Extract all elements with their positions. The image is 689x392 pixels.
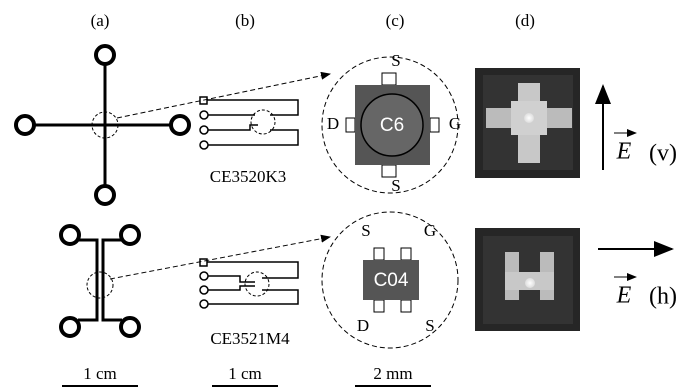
thz-image [475, 68, 580, 178]
polarization: (h) [649, 284, 677, 310]
pin-label: S [391, 51, 400, 70]
pin-label: G [424, 221, 436, 240]
board-label: CE3521M4 [210, 329, 290, 348]
chip-label: C04 [374, 270, 409, 291]
figure: (a) (b) (c) (d) CE3520K3 C6 S D G S E (v… [0, 0, 689, 392]
antenna-cross [16, 46, 189, 204]
panel-label: (a) [91, 11, 110, 30]
zoom-arrow [110, 237, 330, 279]
panel-label: (d) [515, 11, 535, 30]
board-layout [200, 259, 298, 308]
polarization: (v) [649, 141, 677, 167]
board-label: CE3520K3 [210, 167, 287, 186]
pin-label: G [449, 114, 461, 133]
scale-label: 2 mm [373, 364, 412, 383]
pin-label: D [357, 316, 369, 335]
scale-label: 1 cm [228, 364, 262, 383]
pin-label: S [391, 176, 400, 195]
field-symbol: E [616, 283, 632, 309]
panel-label: (c) [386, 11, 405, 30]
field-symbol: E [616, 139, 632, 165]
panel-label: (b) [235, 11, 255, 30]
pin-label: S [361, 221, 370, 240]
board-layout [200, 97, 298, 149]
antenna-h [61, 226, 139, 336]
chip-label: C6 [380, 115, 404, 136]
pin-label: D [327, 114, 339, 133]
pin-label: S [425, 316, 434, 335]
scale-label: 1 cm [83, 364, 117, 383]
thz-image [475, 228, 580, 331]
